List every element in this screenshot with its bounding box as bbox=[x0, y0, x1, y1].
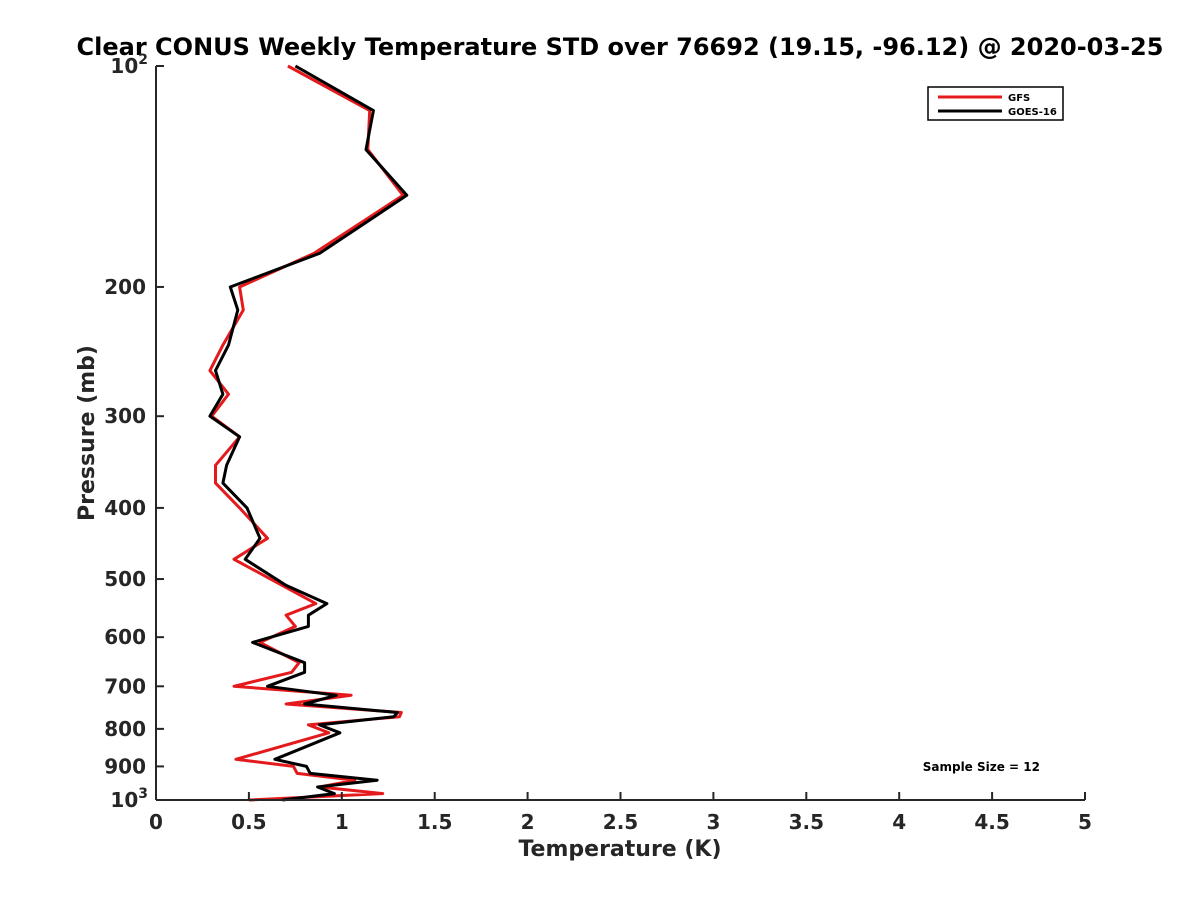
y-tick-label: 800 bbox=[104, 717, 146, 741]
y-tick-label: 102 bbox=[110, 52, 148, 78]
series-line-goes-16 bbox=[208, 64, 409, 802]
sample-size-annotation: Sample Size = 12 bbox=[923, 760, 1040, 774]
y-tick-label: 900 bbox=[104, 754, 146, 778]
legend-label-gfs: GFS bbox=[1008, 93, 1030, 104]
y-tick-label: 300 bbox=[104, 404, 146, 428]
series-line-gfs bbox=[208, 64, 405, 802]
x-tick-label: 3.5 bbox=[789, 810, 824, 834]
y-tick-label: 700 bbox=[104, 674, 146, 698]
legend-label-goes16: GOES-16 bbox=[1008, 107, 1057, 118]
y-tick-label: 400 bbox=[104, 496, 146, 520]
x-axis-label: Temperature (K) bbox=[518, 837, 721, 862]
x-tick-label: 4.5 bbox=[974, 810, 1009, 834]
y-tick-label: 500 bbox=[104, 567, 146, 591]
y-axis-label: Pressure (mb) bbox=[75, 345, 100, 521]
legend-box bbox=[927, 86, 1064, 121]
x-tick-label: 4 bbox=[892, 810, 906, 834]
y-tick-label: 600 bbox=[104, 625, 146, 649]
x-tick-label: 5 bbox=[1078, 810, 1092, 834]
chart-title: Clear CONUS Weekly Temperature STD over … bbox=[77, 33, 1164, 61]
x-tick-label: 2.5 bbox=[603, 810, 638, 834]
x-tick-label: 3 bbox=[706, 810, 720, 834]
y-tick-label: 103 bbox=[110, 786, 148, 812]
y-tick-label: 200 bbox=[104, 275, 146, 299]
plot-area: 0 0.5 1 1.5 2 2.5 3 3.5 4 4.5 5 102 200 300 400 500 600 7… bbox=[104, 52, 1092, 834]
x-tick-label: 1 bbox=[335, 810, 349, 834]
legend: GFS GOES-16 bbox=[927, 86, 1064, 121]
x-tick-label: 0 bbox=[149, 810, 163, 834]
x-tick-label: 1.5 bbox=[417, 810, 452, 834]
x-tick-label: 0.5 bbox=[231, 810, 266, 834]
x-tick-label: 2 bbox=[521, 810, 535, 834]
